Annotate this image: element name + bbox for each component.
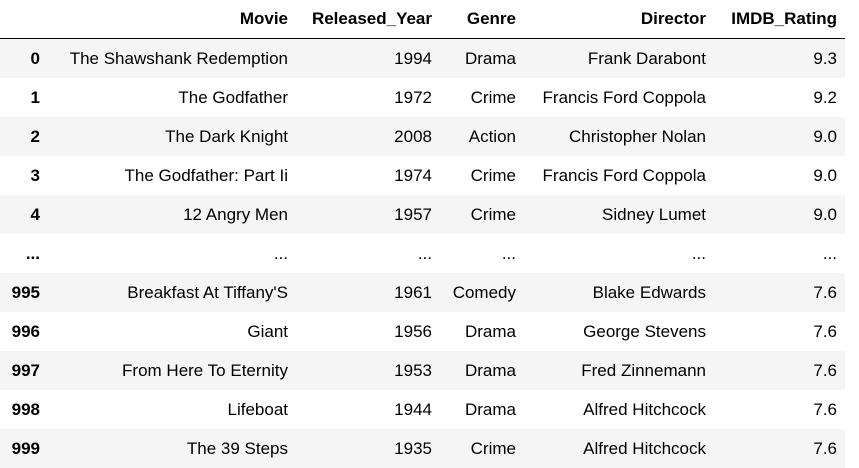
movie-cell: The Dark Knight <box>48 117 296 156</box>
rating-cell: ... <box>714 234 845 273</box>
table-row: 998 Lifeboat 1944 Drama Alfred Hitchcock… <box>0 390 845 429</box>
year-cell: 1956 <box>296 312 440 351</box>
rating-cell: 7.6 <box>714 312 845 351</box>
genre-cell: Drama <box>440 351 524 390</box>
genre-cell: ... <box>440 234 524 273</box>
row-index: 996 <box>0 312 48 351</box>
rating-cell: 7.6 <box>714 351 845 390</box>
table-row: 0 The Shawshank Redemption 1994 Drama Fr… <box>0 39 845 79</box>
table-row: 3 The Godfather: Part Ii 1974 Crime Fran… <box>0 156 845 195</box>
rating-cell: 9.0 <box>714 156 845 195</box>
year-cell: ... <box>296 234 440 273</box>
rating-cell: 7.6 <box>714 273 845 312</box>
year-cell: 1961 <box>296 273 440 312</box>
header-row: Movie Released_Year Genre Director IMDB_… <box>0 0 845 39</box>
table-row: 995 Breakfast At Tiffany'S 1961 Comedy B… <box>0 273 845 312</box>
director-cell: Blake Edwards <box>524 273 714 312</box>
movie-cell: Giant <box>48 312 296 351</box>
row-index: 2 <box>0 117 48 156</box>
year-cell: 1994 <box>296 39 440 79</box>
director-cell: Francis Ford Coppola <box>524 156 714 195</box>
index-header <box>0 0 48 39</box>
genre-cell: Drama <box>440 312 524 351</box>
movie-cell: Lifeboat <box>48 390 296 429</box>
movie-cell: The 39 Steps <box>48 429 296 468</box>
table-body: 0 The Shawshank Redemption 1994 Drama Fr… <box>0 39 845 468</box>
year-cell: 2008 <box>296 117 440 156</box>
movie-cell: From Here To Eternity <box>48 351 296 390</box>
movie-cell: The Godfather <box>48 78 296 117</box>
rating-cell: 9.2 <box>714 78 845 117</box>
table-row: 996 Giant 1956 Drama George Stevens 7.6 <box>0 312 845 351</box>
year-cell: 1944 <box>296 390 440 429</box>
table-header: Movie Released_Year Genre Director IMDB_… <box>0 0 845 39</box>
director-cell: Christopher Nolan <box>524 117 714 156</box>
director-cell: Alfred Hitchcock <box>524 429 714 468</box>
rating-cell: 7.6 <box>714 390 845 429</box>
year-cell: 1935 <box>296 429 440 468</box>
table-row: 1 The Godfather 1972 Crime Francis Ford … <box>0 78 845 117</box>
director-cell: George Stevens <box>524 312 714 351</box>
row-index: 1 <box>0 78 48 117</box>
genre-cell: Crime <box>440 429 524 468</box>
row-index: 999 <box>0 429 48 468</box>
director-cell: Alfred Hitchcock <box>524 390 714 429</box>
ellipsis-row: ... ... ... ... ... ... <box>0 234 845 273</box>
genre-header: Genre <box>440 0 524 39</box>
released-year-header: Released_Year <box>296 0 440 39</box>
genre-cell: Crime <box>440 78 524 117</box>
director-cell: ... <box>524 234 714 273</box>
movie-cell: Breakfast At Tiffany'S <box>48 273 296 312</box>
genre-cell: Comedy <box>440 273 524 312</box>
director-cell: Sidney Lumet <box>524 195 714 234</box>
movie-cell: The Godfather: Part Ii <box>48 156 296 195</box>
row-index: 995 <box>0 273 48 312</box>
row-index: 3 <box>0 156 48 195</box>
row-index: 0 <box>0 39 48 79</box>
movie-cell: ... <box>48 234 296 273</box>
genre-cell: Drama <box>440 390 524 429</box>
year-cell: 1953 <box>296 351 440 390</box>
movie-cell: The Shawshank Redemption <box>48 39 296 79</box>
rating-cell: 7.6 <box>714 429 845 468</box>
director-header: Director <box>524 0 714 39</box>
row-index: 998 <box>0 390 48 429</box>
genre-cell: Crime <box>440 195 524 234</box>
director-cell: Fred Zinnemann <box>524 351 714 390</box>
rating-cell: 9.0 <box>714 195 845 234</box>
row-index: ... <box>0 234 48 273</box>
rating-cell: 9.0 <box>714 117 845 156</box>
director-cell: Frank Darabont <box>524 39 714 79</box>
movie-header: Movie <box>48 0 296 39</box>
genre-cell: Drama <box>440 39 524 79</box>
table-row: 999 The 39 Steps 1935 Crime Alfred Hitch… <box>0 429 845 468</box>
movie-cell: 12 Angry Men <box>48 195 296 234</box>
year-cell: 1974 <box>296 156 440 195</box>
year-cell: 1957 <box>296 195 440 234</box>
director-cell: Francis Ford Coppola <box>524 78 714 117</box>
imdb-rating-header: IMDB_Rating <box>714 0 845 39</box>
rating-cell: 9.3 <box>714 39 845 79</box>
genre-cell: Action <box>440 117 524 156</box>
table-row: 4 12 Angry Men 1957 Crime Sidney Lumet 9… <box>0 195 845 234</box>
genre-cell: Crime <box>440 156 524 195</box>
year-cell: 1972 <box>296 78 440 117</box>
row-index: 4 <box>0 195 48 234</box>
table-row: 2 The Dark Knight 2008 Action Christophe… <box>0 117 845 156</box>
row-index: 997 <box>0 351 48 390</box>
table-row: 997 From Here To Eternity 1953 Drama Fre… <box>0 351 845 390</box>
